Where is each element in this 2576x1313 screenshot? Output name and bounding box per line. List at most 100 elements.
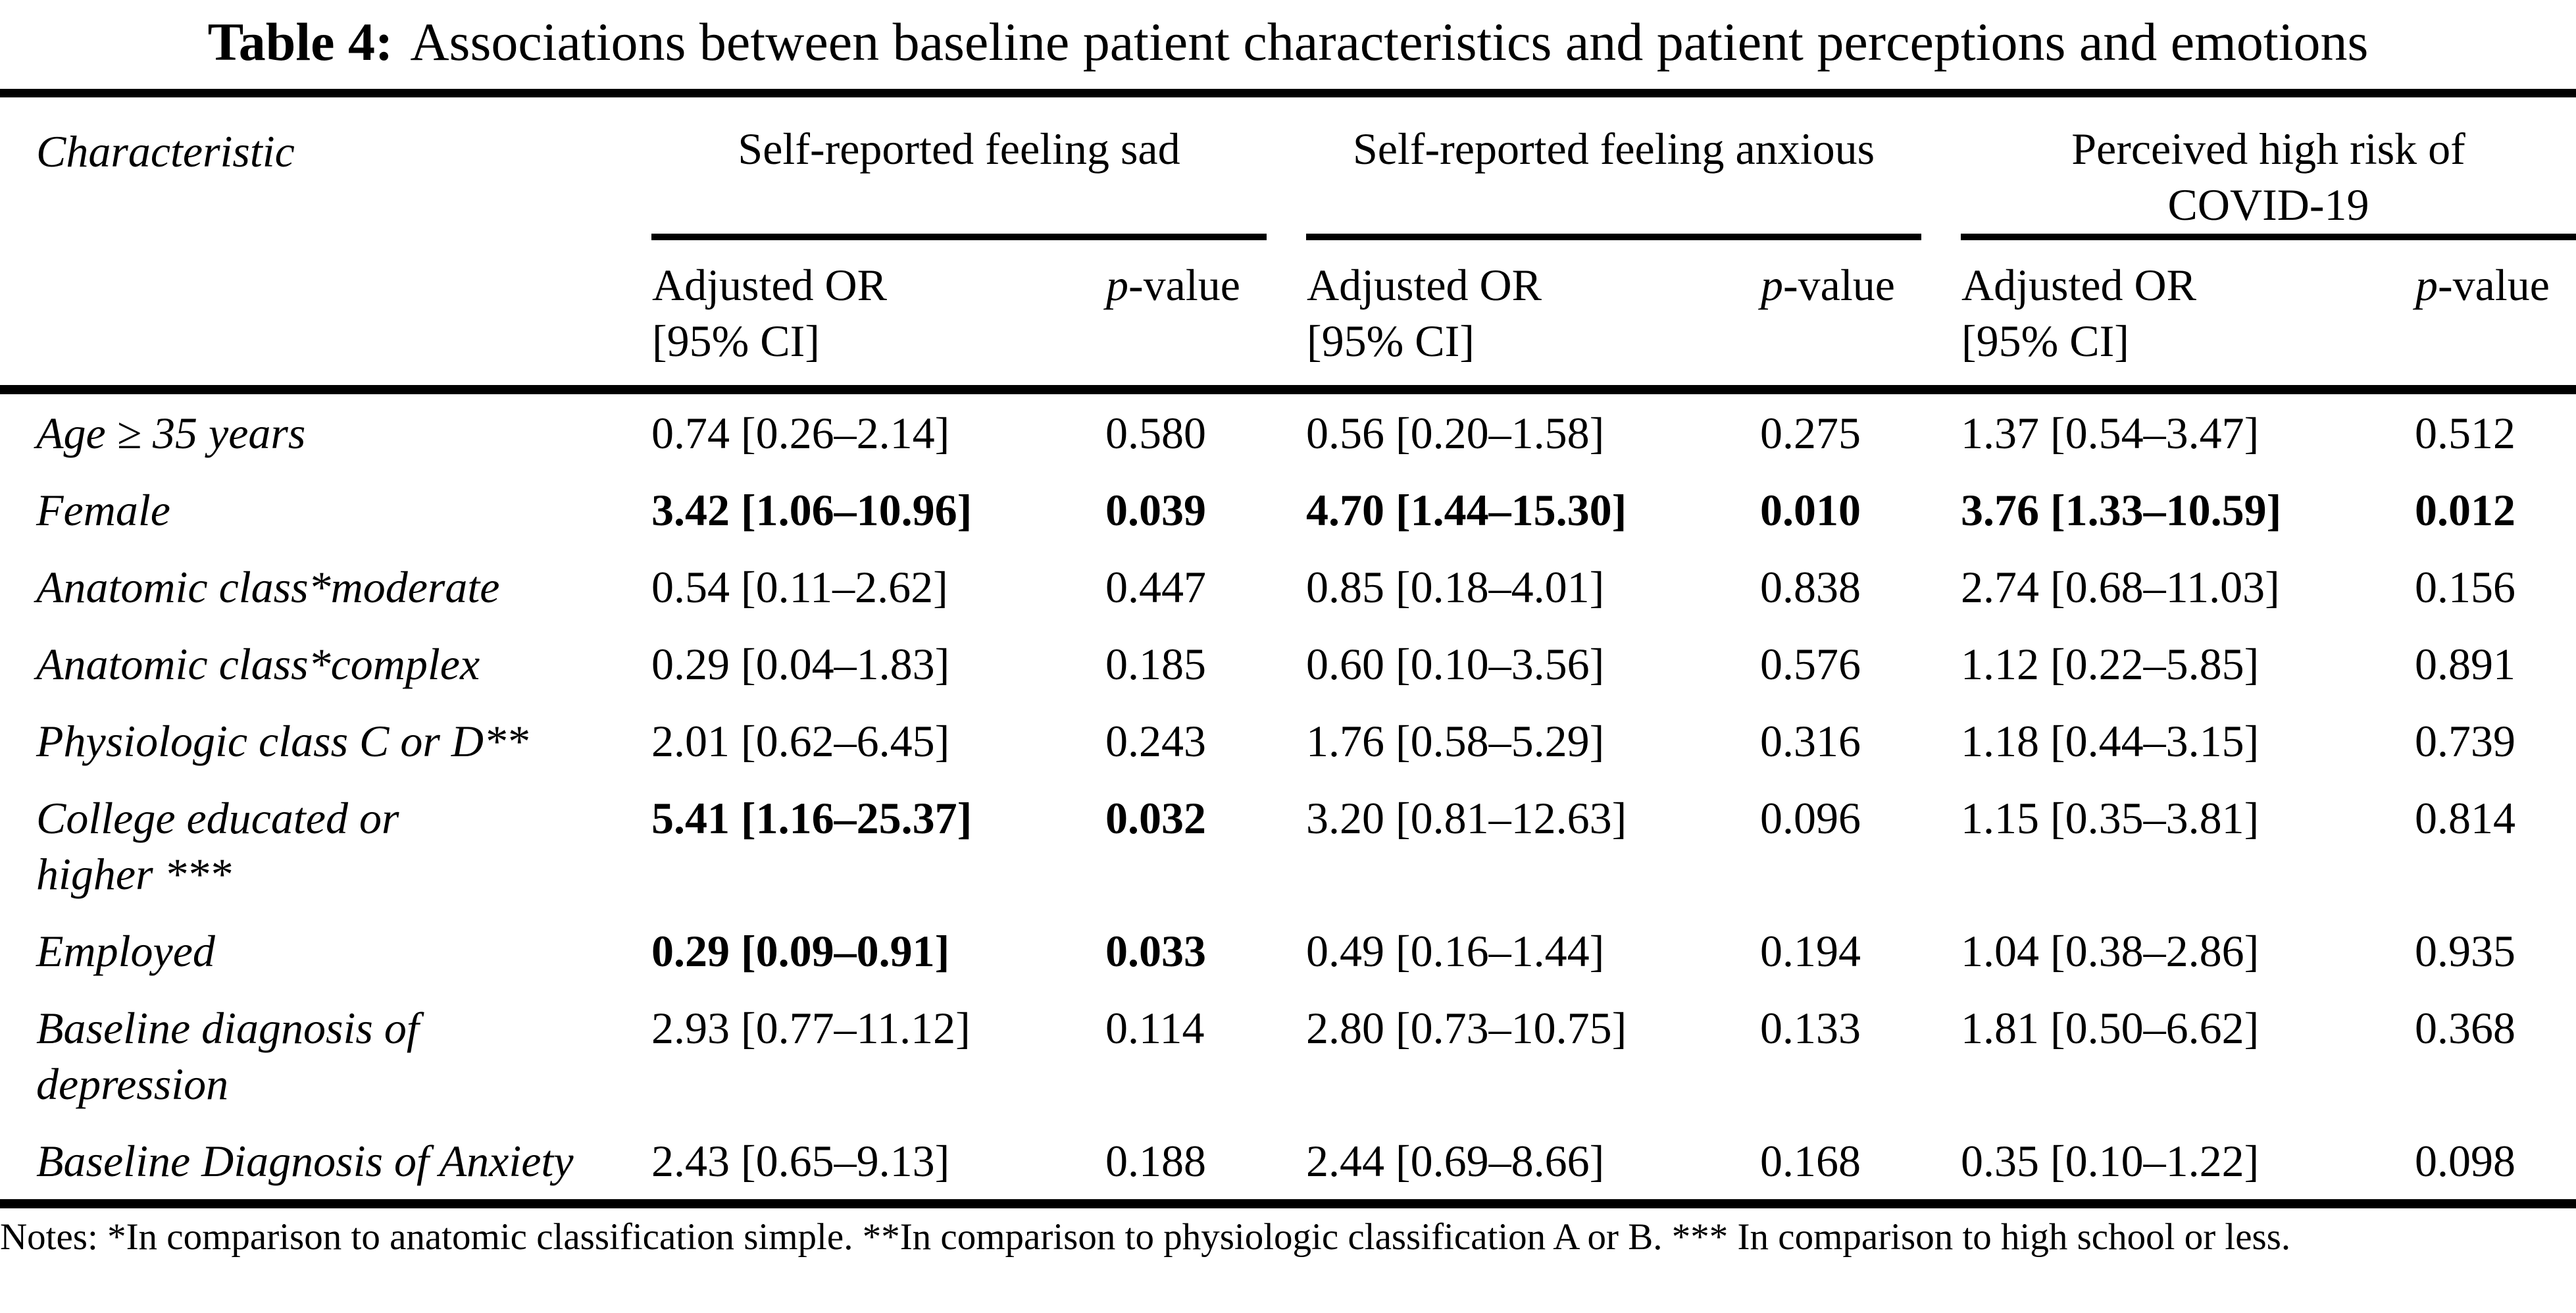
column-spacer xyxy=(1267,548,1306,625)
p-value-cell: 0.033 xyxy=(1105,926,1206,976)
table-row: Age ≥ 35 years 0.74 [0.26–2.14] 0.580 0.… xyxy=(0,390,2576,471)
p-value-cell: 0.447 xyxy=(1105,562,1206,612)
or-ci-cell: 2.44 [0.69–8.66] xyxy=(1306,1122,1761,1208)
column-spacer xyxy=(1921,548,1961,625)
p-value-cell: 0.814 xyxy=(2415,793,2516,843)
or-ci-cell: 2.74 [0.68–11.03] xyxy=(1961,562,2280,612)
or-ci-cell: 2.01 [0.62–6.45] xyxy=(651,716,950,766)
group-header-anxious: Self-reported feeling anxious xyxy=(1306,93,1922,240)
group-header-covid-line2: COVID-19 xyxy=(2167,180,2369,230)
column-spacer xyxy=(1267,390,1306,471)
or-ci-cell: 2.80 [0.73–10.75] xyxy=(1306,1003,1627,1053)
or-ci-cell: 1.04 [0.38–2.86] xyxy=(1961,926,2260,976)
table-row: College educated or higher *** 5.41 [1.16… xyxy=(0,779,2576,912)
p-value-cell: 0.156 xyxy=(2415,562,2516,612)
column-spacer xyxy=(1267,93,1306,238)
p-value-cell: 0.133 xyxy=(1760,1003,1861,1053)
table-notes: Notes: *In comparison to anatomic classi… xyxy=(0,1216,2291,1258)
p-value-cell: 0.368 xyxy=(2415,1003,2516,1053)
characteristic-cell: Age ≥ 35 years xyxy=(36,408,306,458)
group-header-covid-line1: Perceived high risk of xyxy=(2071,124,2465,174)
p-value-cell: 0.096 xyxy=(1760,793,1861,843)
p-value-cell: 0.168 xyxy=(1760,1122,1922,1208)
column-spacer xyxy=(1921,912,1961,989)
p-value-cell: 0.098 xyxy=(2415,1122,2576,1208)
table-row: Employed 0.29 [0.09–0.91] 0.033 0.49 [0.… xyxy=(0,912,2576,989)
group-header-sad-line1: Self-reported feeling sad xyxy=(738,124,1180,174)
subheader-p-anxious: p-value xyxy=(1760,237,1922,394)
p-value-cell: 0.838 xyxy=(1760,562,1861,612)
table-row: Anatomic class*complex 0.29 [0.04–1.83] … xyxy=(0,625,2576,702)
or-ci-cell: 0.29 [0.09–0.91] xyxy=(651,926,950,976)
column-spacer xyxy=(1267,702,1306,779)
or-ci-cell: 0.54 [0.11–2.62] xyxy=(651,562,948,612)
p-value-cell: 0.891 xyxy=(2415,639,2516,689)
table-caption-number: Table 4: xyxy=(207,12,393,72)
subheader-or-covid: Adjusted OR [95% CI] xyxy=(1961,237,2415,394)
or-ci-cell: 1.15 [0.35–3.81] xyxy=(1961,793,2260,843)
column-spacer xyxy=(1267,625,1306,702)
table-row: Anatomic class*moderate 0.54 [0.11–2.62]… xyxy=(0,548,2576,625)
or-ci-cell: 1.81 [0.50–6.62] xyxy=(1961,1003,2260,1053)
p-value-cell: 0.114 xyxy=(1105,1003,1205,1053)
or-ci-cell: 1.37 [0.54–3.47] xyxy=(1961,408,2260,458)
p-value-cell: 0.188 xyxy=(1105,1122,1267,1208)
p-value-cell: 0.316 xyxy=(1760,716,1861,766)
column-spacer xyxy=(1921,237,1961,394)
or-ci-cell: 0.74 [0.26–2.14] xyxy=(651,408,950,458)
table-row: Female 3.42 [1.06–10.96] 0.039 4.70 [1.4… xyxy=(0,471,2576,548)
or-ci-cell: 0.60 [0.10–3.56] xyxy=(1306,639,1605,689)
or-ci-cell: 5.41 [1.16–25.37] xyxy=(651,793,972,843)
subheader-p-sad: p-value xyxy=(1105,237,1267,394)
group-header-sad: Self-reported feeling sad xyxy=(651,93,1267,240)
column-spacer xyxy=(1921,471,1961,548)
subheader-or-anxious: Adjusted OR [95% CI] xyxy=(1306,237,1761,394)
column-spacer xyxy=(1921,93,1961,238)
or-ci-cell: 0.49 [0.16–1.44] xyxy=(1306,926,1605,976)
subheader-or-sad: Adjusted OR [95% CI] xyxy=(651,237,1105,394)
or-ci-cell: 1.12 [0.22–5.85] xyxy=(1961,639,2260,689)
subheader-p-covid: p-value xyxy=(2415,237,2576,394)
or-ci-cell: 0.35 [0.10–1.22] xyxy=(1961,1122,2415,1208)
column-spacer xyxy=(1921,702,1961,779)
p-value-cell: 0.010 xyxy=(1760,485,1861,535)
characteristic-cell: Baseline diagnosis of depression xyxy=(36,1003,419,1109)
or-ci-cell: 0.56 [0.20–1.58] xyxy=(1306,408,1605,458)
p-value-cell: 0.935 xyxy=(2415,926,2516,976)
p-value-cell: 0.580 xyxy=(1105,408,1206,458)
column-spacer xyxy=(1267,912,1306,989)
or-ci-cell: 3.20 [0.81–12.63] xyxy=(1306,793,1627,843)
p-value-cell: 0.032 xyxy=(1105,793,1206,843)
table-row: Physiologic class C or D** 2.01 [0.62–6.… xyxy=(0,702,2576,779)
results-table: Characteristic Self-reported feeling sad… xyxy=(0,89,2576,1208)
p-value-cell: 0.185 xyxy=(1105,639,1206,689)
characteristic-cell: Physiologic class C or D** xyxy=(36,716,528,766)
or-ci-cell: 2.93 [0.77–11.12] xyxy=(651,1003,971,1053)
p-value-cell: 0.012 xyxy=(2415,485,2516,535)
column-spacer xyxy=(1267,237,1307,394)
column-spacer xyxy=(1921,989,1961,1122)
p-value-cell: 0.512 xyxy=(2415,408,2516,458)
table-row: Baseline Diagnosis of Anxiety 2.43 [0.65… xyxy=(0,1122,2576,1208)
characteristic-cell: Employed xyxy=(36,926,215,976)
sub-header-row: Adjusted OR [95% CI] p-value Adjusted OR… xyxy=(0,237,2576,394)
column-spacer xyxy=(1921,390,1961,471)
p-value-cell: 0.275 xyxy=(1760,408,1861,458)
or-ci-cell: 3.76 [1.33–10.59] xyxy=(1961,485,2282,535)
p-value-cell: 0.739 xyxy=(2415,716,2516,766)
column-spacer xyxy=(1267,471,1306,548)
column-spacer xyxy=(1921,1122,1961,1208)
table-caption: Table 4: Associations between baseline pa… xyxy=(0,0,2576,89)
column-spacer xyxy=(1267,1122,1307,1208)
or-ci-cell: 2.43 [0.65–9.13] xyxy=(651,1122,1105,1208)
p-value-cell: 0.039 xyxy=(1105,485,1206,535)
characteristic-cell: Anatomic class*moderate xyxy=(36,562,500,612)
characteristic-cell: Baseline Diagnosis of Anxiety xyxy=(0,1122,651,1208)
column-spacer xyxy=(1267,989,1306,1122)
column-spacer xyxy=(1921,779,1961,912)
or-ci-cell: 1.18 [0.44–3.15] xyxy=(1961,716,2260,766)
p-value-cell: 0.243 xyxy=(1105,716,1206,766)
column-spacer xyxy=(1267,779,1306,912)
characteristic-cell: Anatomic class*complex xyxy=(36,639,480,689)
